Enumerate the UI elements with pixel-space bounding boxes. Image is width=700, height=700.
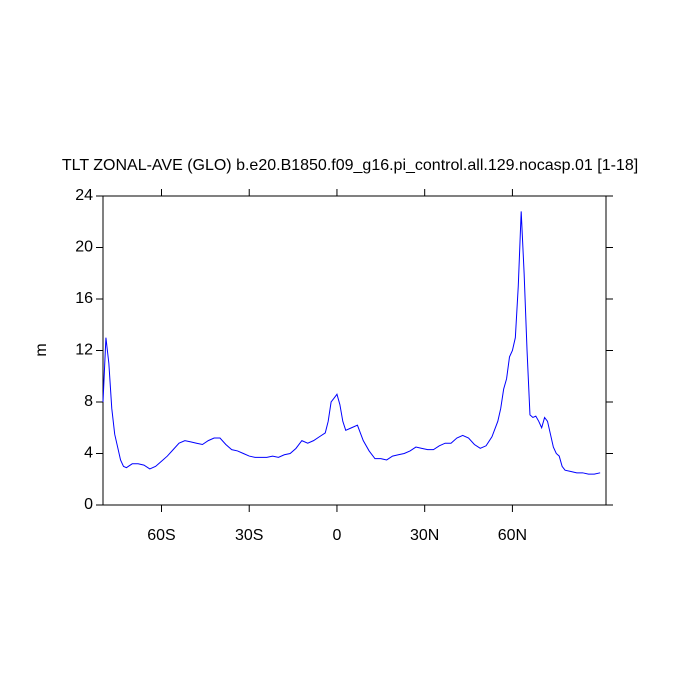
chart-title: TLT ZONAL-AVE (GLO) b.e20.B1850.f09_g16.… [62,157,638,174]
x-tick-label: 60S [147,527,175,544]
y-tick-label: 16 [75,290,93,307]
x-tick-label: 30S [235,527,263,544]
plot-frame [102,195,607,506]
x-tick-label: 30N [410,527,439,544]
y-tick-label: 20 [75,239,93,256]
y-tick-label: 4 [84,445,93,462]
data-line [102,211,601,475]
y-tick-label: 24 [75,187,93,204]
y-tick-label: 12 [75,342,93,359]
x-tick-label: 0 [333,527,342,544]
x-tick-label: 60N [498,527,527,544]
y-tick-label: 8 [84,393,93,410]
y-axis-label: m [33,343,50,356]
y-tick-label: 0 [84,496,93,513]
